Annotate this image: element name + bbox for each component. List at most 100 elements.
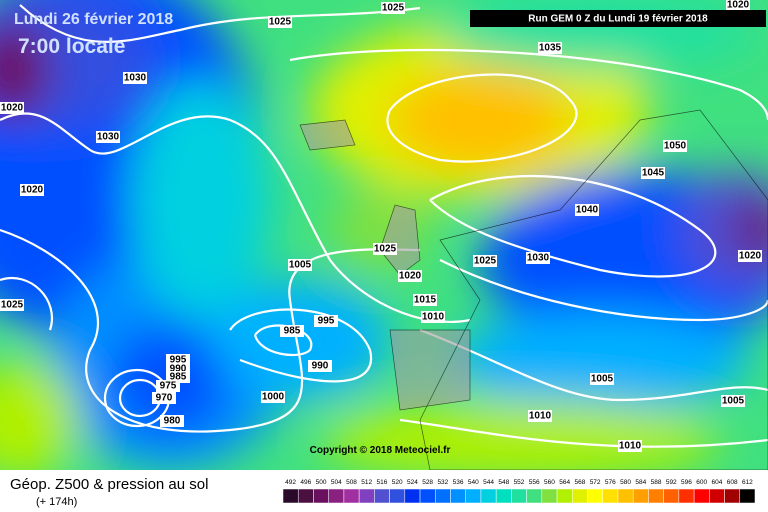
isobar-label-bg xyxy=(528,410,552,422)
scale-label: 504 xyxy=(331,479,342,486)
scale-cell xyxy=(739,488,756,504)
isobar-label-bg xyxy=(421,311,445,323)
run-banner xyxy=(470,10,766,27)
isobar-label-bg xyxy=(123,72,147,84)
isobar-label: 1020 xyxy=(1,103,24,114)
isobar-labels: 1025 1025 1020 1035 1030 1020 1030 1050 1045 1020… xyxy=(0,0,762,452)
footer-title: Géop. Z500 & pression au sol xyxy=(10,476,208,493)
isobar-label: 1025 xyxy=(382,3,405,14)
isobar-label-bg xyxy=(314,315,338,327)
isobar-label: 1005 xyxy=(722,396,745,407)
scale-cell xyxy=(328,488,345,504)
scale-label: 536 xyxy=(453,479,464,486)
isobar-label-bg xyxy=(575,204,599,216)
scale-label: 588 xyxy=(651,479,662,486)
scale-cell xyxy=(663,488,680,504)
isobar-label: 1020 xyxy=(399,271,422,282)
scale-cell xyxy=(480,488,497,504)
isobar-label: 995 xyxy=(318,316,335,327)
isobar-label: 990 xyxy=(170,364,187,375)
scale-cell xyxy=(419,488,436,504)
isobar-label-bg xyxy=(381,2,405,14)
scale-cell xyxy=(602,488,619,504)
scale-label: 544 xyxy=(483,479,494,486)
isobar-label: 1005 xyxy=(591,374,614,385)
isobar-label-bg xyxy=(618,440,642,452)
scale-cell xyxy=(526,488,543,504)
field xyxy=(0,0,768,470)
isobar-label: 1010 xyxy=(529,411,552,422)
isobar-label-bg xyxy=(398,270,422,282)
scale-label: 592 xyxy=(666,479,677,486)
isobar-label-bg xyxy=(280,325,304,337)
scale-label: 576 xyxy=(605,479,616,486)
isobar-label-bg xyxy=(538,42,562,54)
isobar-label-bg xyxy=(526,252,550,264)
scale-label: 524 xyxy=(407,479,418,486)
scale-label: 568 xyxy=(574,479,585,486)
isobar-label: 1040 xyxy=(576,205,599,216)
scale-label: 596 xyxy=(681,479,692,486)
isobar-label-bg xyxy=(156,380,180,392)
isobar-label: 1050 xyxy=(664,141,687,152)
isobar-label-bg xyxy=(308,360,332,372)
scale-label: 564 xyxy=(559,479,570,486)
copyright: Copyright © 2018 Meteociel.fr xyxy=(310,445,451,456)
isobar-label-bg xyxy=(663,140,687,152)
isobar-label: 975 xyxy=(160,381,177,392)
isobar-label: 1020 xyxy=(739,251,762,262)
scale-cell xyxy=(617,488,634,504)
scale-cell xyxy=(389,488,406,504)
isobar-label: 1025 xyxy=(269,17,292,28)
scale-cell xyxy=(648,488,664,504)
isobar-label-bg xyxy=(96,131,120,143)
isobar-label: 1030 xyxy=(97,132,120,143)
scale-label: 520 xyxy=(392,479,403,486)
scale-label: 612 xyxy=(742,479,753,486)
scale-label: 572 xyxy=(590,479,601,486)
scale-cell xyxy=(374,488,390,504)
isobar-label: 985 xyxy=(284,326,301,337)
isobar-label: 1025 xyxy=(474,256,497,267)
scale-cell xyxy=(343,488,360,504)
isobar-label: 1045 xyxy=(642,168,665,179)
scale-cell xyxy=(465,488,482,504)
scale-cell xyxy=(632,488,649,504)
scale-cell xyxy=(404,488,421,504)
time: 7:00 locale xyxy=(18,35,125,58)
scale-label: 516 xyxy=(377,479,388,486)
isobar-label: 1030 xyxy=(527,253,550,264)
isobar-label: 1010 xyxy=(422,312,445,323)
scale-label: 556 xyxy=(529,479,540,486)
isobar-label: 1015 xyxy=(414,295,437,306)
scale-cell xyxy=(693,488,710,504)
scale-label: 584 xyxy=(635,479,646,486)
isobar-label-bg xyxy=(590,373,614,385)
isobar-label-bg xyxy=(268,16,292,28)
scale-cell xyxy=(572,488,588,504)
scale-label: 532 xyxy=(437,479,448,486)
scale-cell xyxy=(495,488,512,504)
isobar-label-bg xyxy=(413,294,437,306)
isobar-label-bg xyxy=(20,184,44,196)
scale-label: 496 xyxy=(300,479,311,486)
scale-label: 604 xyxy=(712,479,723,486)
isobar-label: 1035 xyxy=(539,43,562,54)
isobar-label-bg xyxy=(261,391,285,403)
isobar-label-bg xyxy=(473,255,497,267)
isobar-label-bg xyxy=(738,250,762,262)
scale-label: 500 xyxy=(316,479,327,486)
isobar-label-bg xyxy=(152,392,176,404)
isobar-label: 1030 xyxy=(124,73,147,84)
scale-cell xyxy=(435,488,451,504)
isobar-label: 980 xyxy=(164,416,181,427)
scale-cell xyxy=(587,488,603,504)
scale-cell xyxy=(511,488,527,504)
scale-cell xyxy=(313,488,329,504)
isobar-label: 1025 xyxy=(374,244,397,255)
scale-label: 548 xyxy=(498,479,509,486)
scale-label: 508 xyxy=(346,479,357,486)
scale-label: 528 xyxy=(422,479,433,486)
isobar-label-bg xyxy=(160,415,184,427)
scale-cell xyxy=(541,488,558,504)
